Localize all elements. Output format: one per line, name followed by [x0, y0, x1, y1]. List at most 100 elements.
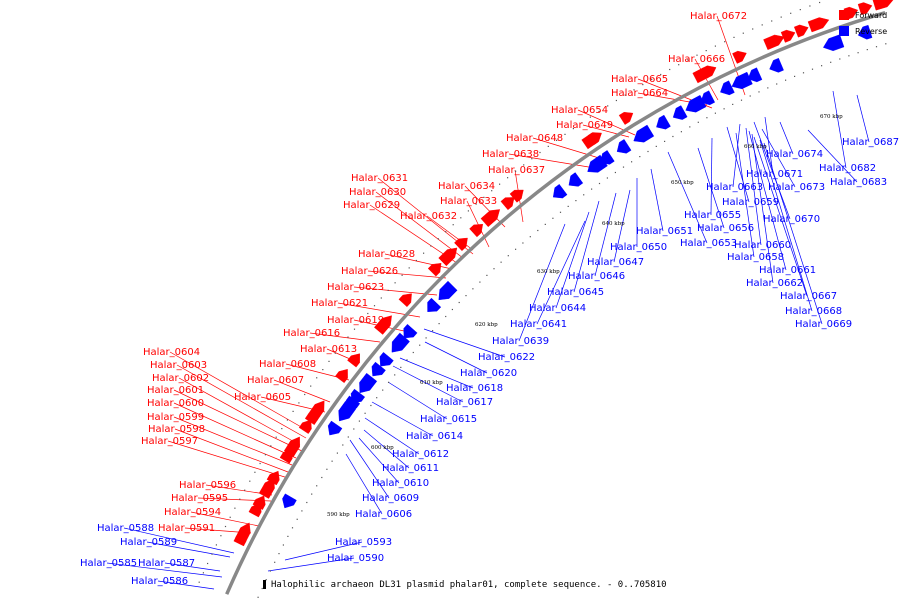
minor-tick: [376, 397, 378, 399]
reverse-gene-leader-line: [536, 220, 586, 325]
forward-gene-label: Halar_0613: [300, 344, 357, 355]
reverse-gene-label: Halar_0612: [392, 449, 449, 460]
forward-gene-label: Halar_0623: [327, 282, 384, 293]
forward-gene-label: Halar_0637: [488, 165, 545, 176]
minor-tick: [316, 377, 318, 379]
forward-gene-label: Halar_0628: [358, 249, 415, 260]
forward-feature-arrow: [248, 502, 262, 518]
minor-tick: [802, 72, 805, 74]
forward-gene-leader-line: [375, 191, 464, 259]
minor-tick: [614, 171, 616, 174]
minor-tick: [220, 535, 222, 537]
minor-tick: [430, 245, 432, 247]
forward-gene-leader-line: [694, 58, 719, 101]
minor-tick: [465, 295, 467, 297]
forward-feature-arrow: [857, 2, 873, 15]
forward-feature-arrow: [258, 478, 275, 499]
minor-tick: [669, 68, 671, 71]
minor-tick: [875, 46, 878, 48]
reverse-feature-arrow: [769, 57, 784, 73]
reverse-feature-arrow: [672, 105, 688, 120]
forward-gene-leader-line: [167, 440, 289, 479]
reverse-gene-leader-line: [732, 123, 741, 188]
tick-label: 660 kbp: [744, 144, 767, 150]
minor-tick: [529, 236, 531, 238]
reverse-gene-label: Halar_0671: [746, 169, 803, 180]
reverse-gene-leader-line: [345, 453, 383, 515]
minor-tick: [624, 94, 626, 96]
minor-tick: [785, 79, 787, 81]
forward-gene-leader-line: [174, 428, 289, 473]
minor-tick: [364, 412, 366, 414]
forward-gene-leader-line: [466, 200, 490, 248]
minor-tick: [790, 12, 792, 14]
forward-gene-label: Halar_0666: [668, 54, 725, 65]
minor-tick: [552, 217, 554, 219]
forward-gene-label: Halar_0605: [234, 392, 291, 403]
minor-tick: [326, 468, 328, 470]
minor-tick: [360, 320, 362, 322]
minor-tick: [301, 510, 303, 512]
minor-tick: [358, 420, 360, 422]
minor-tick: [387, 289, 389, 291]
minor-tick: [706, 117, 708, 119]
minor-tick: [234, 507, 236, 509]
reverse-gene-label: Halar_0650: [610, 242, 667, 253]
reverse-gene-leader-line: [667, 151, 708, 244]
forward-gene-leader-line: [582, 124, 630, 138]
minor-tick: [515, 170, 517, 172]
minor-tick: [269, 570, 271, 572]
minor-tick: [547, 145, 549, 147]
minor-tick: [537, 229, 539, 232]
reverse-feature-arrow: [587, 154, 608, 173]
tick-label: 650 kbp: [671, 180, 694, 186]
forward-gene-label: Halar_0632: [400, 211, 457, 222]
reverse-gene-leader-line: [164, 562, 221, 572]
forward-feature-arrow: [618, 111, 634, 125]
minor-tick: [811, 68, 814, 70]
minor-tick: [733, 36, 735, 38]
reverse-gene-label: Halar_0667: [780, 291, 837, 302]
forward-gene-leader-line: [508, 153, 602, 170]
reverse-gene-leader-line: [759, 139, 813, 312]
tick-label: 610 kbp: [420, 380, 443, 386]
forward-gene-label: Halar_0603: [150, 360, 207, 371]
minor-tick: [239, 498, 241, 500]
minor-tick: [839, 58, 841, 60]
reverse-gene-leader-line: [761, 128, 796, 188]
reverse-gene-label: Halar_0662: [746, 278, 803, 289]
forward-feature-arrow: [509, 189, 524, 203]
reverse-gene-label: Halar_0620: [460, 368, 517, 379]
forward-gene-leader-line: [173, 402, 297, 459]
legend-reverse-swatch: [839, 26, 849, 36]
forward-gene-label: Halar_0654: [551, 105, 608, 116]
minor-tick: [445, 231, 447, 233]
minor-tick: [633, 89, 635, 91]
forward-feature-arrow: [780, 29, 796, 43]
minor-tick: [451, 308, 453, 311]
reverse-feature-arrow: [633, 124, 655, 143]
minor-tick: [316, 485, 318, 487]
minor-tick: [680, 131, 682, 133]
forward-feature-arrow: [480, 209, 501, 228]
minor-tick: [367, 312, 369, 315]
reverse-gene-label: Halar_0589: [120, 537, 177, 548]
minor-tick: [749, 95, 751, 97]
forward-gene-label: Halar_0649: [556, 120, 613, 131]
minor-tick: [419, 344, 421, 346]
reverse-gene-leader-line: [364, 417, 420, 455]
minor-tick: [259, 462, 261, 465]
minor-tick: [651, 78, 653, 81]
reverse-gene-leader-line: [807, 129, 858, 183]
minor-tick: [581, 122, 583, 124]
minor-tick: [310, 385, 312, 387]
reverse-gene-label: Halar_0647: [587, 257, 644, 268]
reverse-feature-arrow: [391, 332, 410, 353]
reverse-gene-leader-line: [856, 94, 870, 143]
minor-tick: [254, 471, 256, 473]
reverse-gene-leader-line: [555, 211, 590, 309]
forward-gene-label: Halar_0602: [152, 373, 209, 384]
minor-tick: [697, 121, 699, 123]
forward-gene-label: Halar_0633: [440, 196, 497, 207]
reverse-gene-label: Halar_0673: [768, 182, 825, 193]
